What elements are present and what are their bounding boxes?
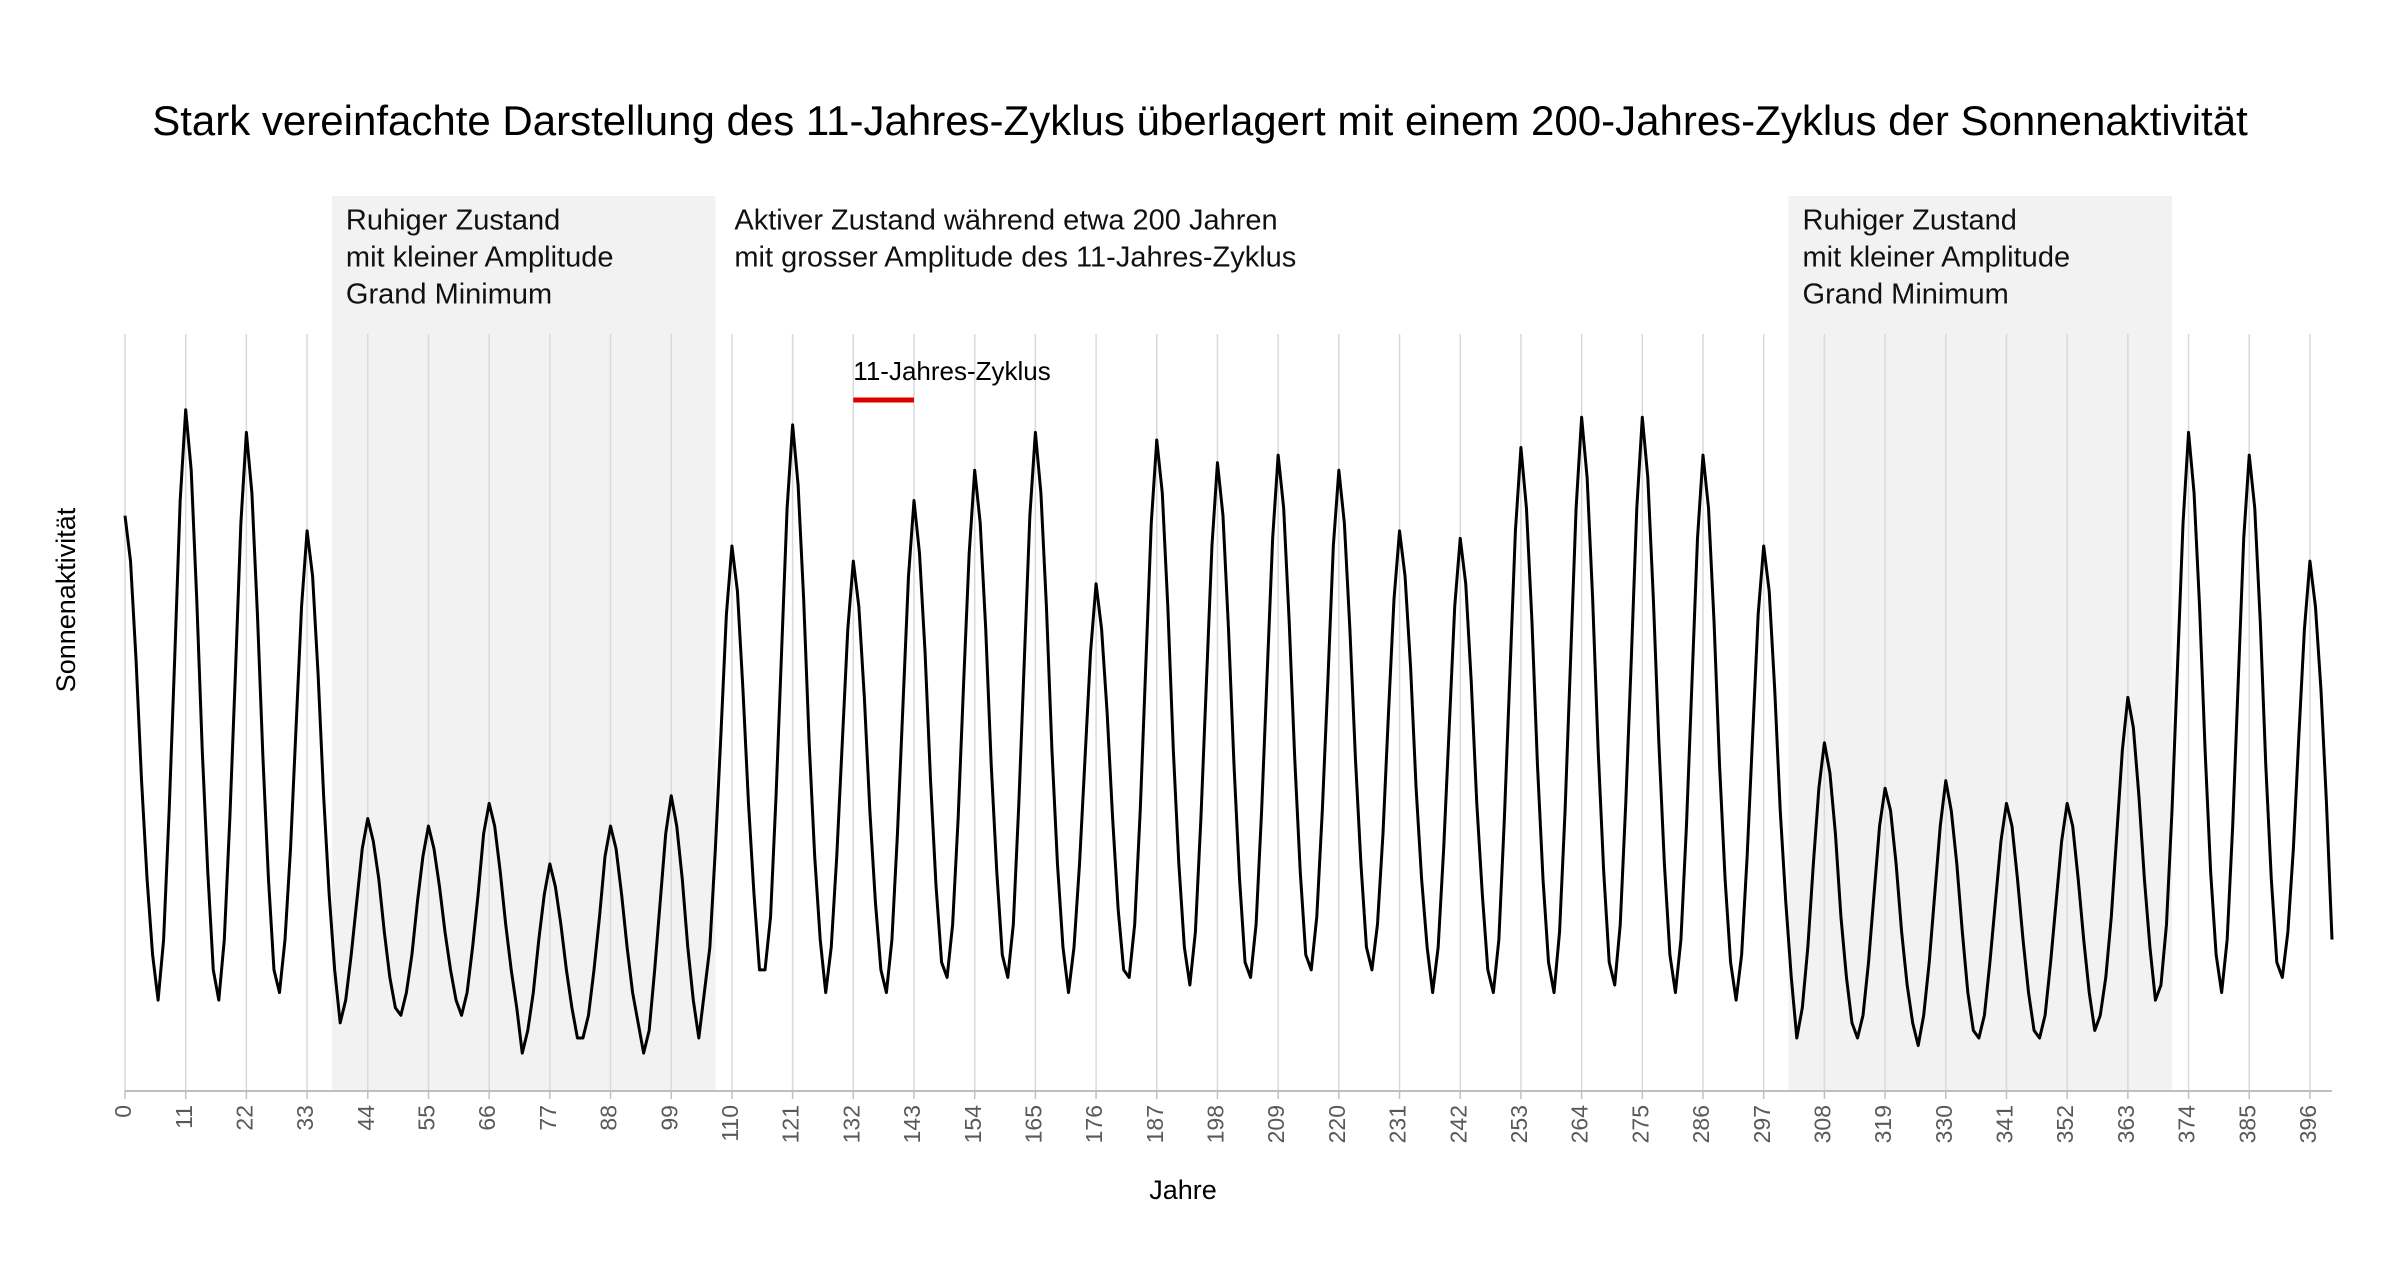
x-tick-label: 209 bbox=[1263, 1105, 1289, 1143]
x-tick-label: 55 bbox=[414, 1105, 440, 1131]
region-note: mit kleiner Amplitude bbox=[1803, 242, 2071, 274]
x-tick-label: 297 bbox=[1749, 1105, 1775, 1143]
x-tick-label: 352 bbox=[2052, 1105, 2078, 1143]
x-tick-label: 187 bbox=[1142, 1105, 1168, 1143]
x-tick-label: 99 bbox=[656, 1105, 682, 1131]
x-tick-label: 363 bbox=[2113, 1105, 2139, 1143]
x-tick-label: 165 bbox=[1020, 1105, 1046, 1143]
shaded-region bbox=[331, 196, 716, 1091]
region-note: Ruhiger Zustand bbox=[1803, 205, 2017, 237]
y-axis-label: Sonnenaktivität bbox=[51, 507, 81, 692]
chart-title: Stark vereinfachte Darstellung des 11-Ja… bbox=[152, 97, 2248, 144]
x-tick-label: 319 bbox=[1870, 1105, 1896, 1143]
x-tick-label: 154 bbox=[960, 1105, 986, 1144]
x-tick-label: 66 bbox=[474, 1105, 500, 1131]
cycle-label: 11-Jahres-Zyklus bbox=[853, 356, 1050, 386]
x-tick-label: 253 bbox=[1506, 1105, 1532, 1143]
x-tick-label: 121 bbox=[778, 1105, 804, 1143]
x-axis-label: Jahre bbox=[1149, 1175, 1217, 1205]
region-note: Grand Minimum bbox=[1803, 279, 2009, 311]
data-line bbox=[123, 408, 2334, 1055]
x-tick-label: 341 bbox=[1992, 1105, 2018, 1143]
x-tick-label: 143 bbox=[899, 1105, 925, 1143]
active-note: Aktiver Zustand während etwa 200 Jahren bbox=[734, 205, 1277, 237]
x-tick-label: 176 bbox=[1081, 1105, 1107, 1143]
grid bbox=[124, 334, 2311, 1091]
x-tick-label: 132 bbox=[838, 1105, 864, 1143]
x-tick-label: 110 bbox=[717, 1105, 743, 1142]
x-tick-label: 286 bbox=[1688, 1105, 1714, 1143]
x-tick-label: 220 bbox=[1324, 1105, 1350, 1143]
x-tick-label: 198 bbox=[1203, 1105, 1229, 1143]
x-tick-label: 0 bbox=[110, 1105, 136, 1118]
x-tick-label: 22 bbox=[231, 1105, 257, 1131]
x-tick-label: 374 bbox=[2174, 1105, 2200, 1144]
region-note: mit kleiner Amplitude bbox=[346, 242, 614, 274]
x-tick-label: 242 bbox=[1445, 1105, 1471, 1143]
x-tick-label: 88 bbox=[596, 1105, 622, 1131]
x-tick-label: 275 bbox=[1627, 1105, 1653, 1143]
x-tick-label: 330 bbox=[1931, 1105, 1957, 1143]
x-tick-label: 264 bbox=[1567, 1105, 1593, 1144]
x-tick-label: 33 bbox=[292, 1105, 318, 1131]
x-tick-label: 396 bbox=[2295, 1105, 2321, 1143]
x-tick-label: 77 bbox=[535, 1105, 561, 1131]
x-tick-label: 11 bbox=[171, 1105, 197, 1129]
x-tick-label: 44 bbox=[353, 1105, 379, 1131]
x-tick-label: 385 bbox=[2234, 1105, 2260, 1143]
region-note: Ruhiger Zustand bbox=[346, 205, 560, 237]
region-note: Grand Minimum bbox=[346, 279, 552, 311]
x-tick-label: 308 bbox=[1809, 1105, 1835, 1143]
x-tick-label: 231 bbox=[1385, 1105, 1411, 1143]
active-note: mit grosser Amplitude des 11-Jahres-Zykl… bbox=[734, 242, 1296, 274]
